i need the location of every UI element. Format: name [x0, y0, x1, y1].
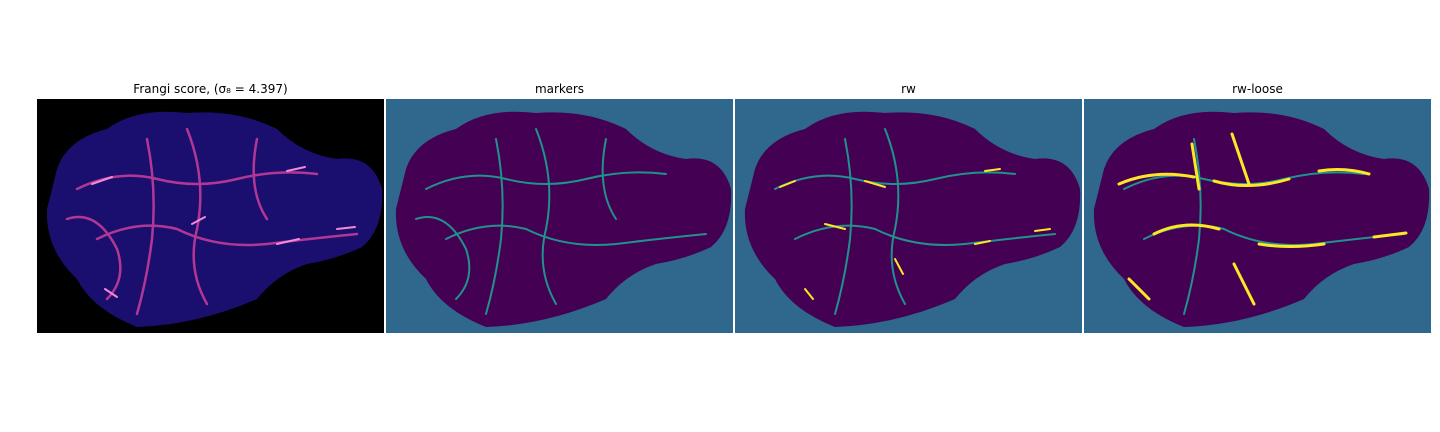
rw-loose-image: [1084, 99, 1431, 333]
segmented-vessels: [779, 168, 1051, 300]
markers-image: [386, 99, 733, 333]
panel-title-markers: markers: [534, 82, 585, 96]
tissue-region: [46, 111, 383, 327]
vessel-traces: [415, 128, 707, 315]
tissue-region: [1093, 111, 1430, 327]
panel-markers: markers: [386, 81, 733, 333]
panel-title-frangi: Frangi score, (σ₈ = 4.397): [133, 82, 288, 96]
panel-title-rw-loose: rw-loose: [1232, 82, 1283, 96]
segmented-vessels: [1117, 132, 1408, 306]
panel-title-rw: rw: [901, 82, 916, 96]
vessel-traces: [65, 127, 359, 316]
bright-vessel-segments: [91, 166, 356, 298]
tissue-region: [744, 111, 1081, 327]
frangi-score-image: [37, 99, 384, 333]
panel-rw-loose: rw-loose: [1084, 81, 1431, 333]
rw-image: [735, 99, 1082, 333]
panel-frangi: Frangi score, (σ₈ = 4.397): [37, 81, 384, 333]
panel-rw: rw: [735, 81, 1082, 333]
tissue-region: [395, 111, 732, 327]
